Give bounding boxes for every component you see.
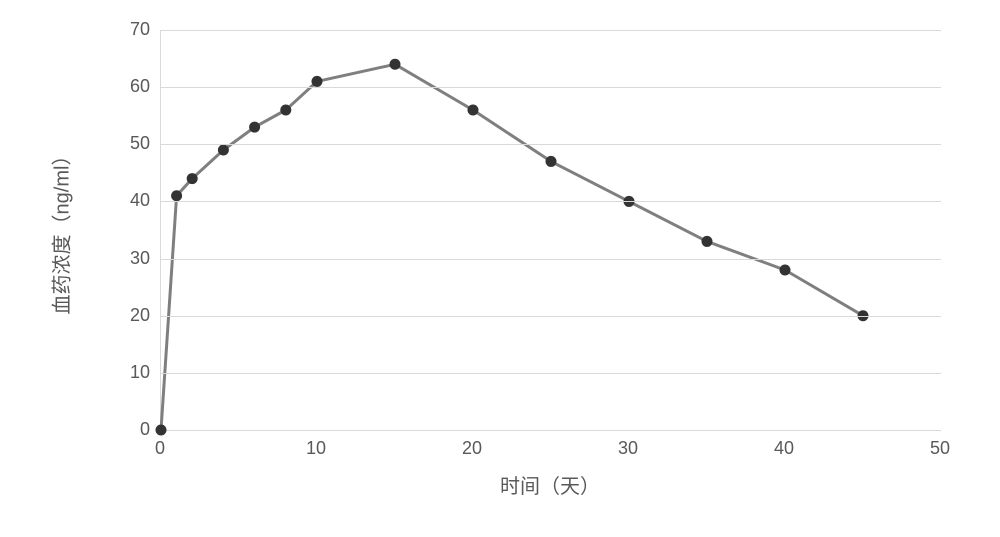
- x-tick-label: 10: [306, 438, 326, 459]
- data-point-marker: [468, 105, 479, 116]
- x-tick-label: 0: [155, 438, 165, 459]
- line-series: [161, 30, 941, 430]
- y-tick-label: 10: [110, 362, 150, 383]
- grid-line: [161, 30, 941, 31]
- x-tick-label: 40: [774, 438, 794, 459]
- y-tick-label: 50: [110, 133, 150, 154]
- x-tick-label: 50: [930, 438, 950, 459]
- data-point-marker: [249, 122, 260, 133]
- y-tick-label: 20: [110, 305, 150, 326]
- grid-line: [161, 144, 941, 145]
- x-tick-label: 30: [618, 438, 638, 459]
- y-tick-label: 0: [110, 419, 150, 440]
- data-point-marker: [156, 425, 167, 436]
- x-axis-title: 时间（天）: [500, 470, 600, 499]
- data-point-marker: [702, 236, 713, 247]
- data-point-marker: [171, 190, 182, 201]
- y-axis-title: 血药浓度（ng/ml）: [46, 146, 75, 315]
- data-point-marker: [390, 59, 401, 70]
- grid-line: [161, 259, 941, 260]
- x-tick-label: 20: [462, 438, 482, 459]
- data-point-marker: [780, 265, 791, 276]
- plot-area: [160, 30, 941, 431]
- y-tick-label: 60: [110, 76, 150, 97]
- series-line: [161, 64, 863, 430]
- grid-line: [161, 373, 941, 374]
- data-point-marker: [546, 156, 557, 167]
- chart-container: 血药浓度（ng/ml） 时间（天） 0 10 20 30 40 50 60 70 0 10 20 30…: [0, 0, 1000, 537]
- data-point-marker: [218, 145, 229, 156]
- grid-line: [161, 201, 941, 202]
- y-tick-label: 30: [110, 248, 150, 269]
- y-tick-label: 40: [110, 190, 150, 211]
- grid-line: [161, 316, 941, 317]
- data-point-marker: [280, 105, 291, 116]
- grid-line: [161, 87, 941, 88]
- y-tick-label: 70: [110, 19, 150, 40]
- data-point-marker: [312, 76, 323, 87]
- data-point-marker: [187, 173, 198, 184]
